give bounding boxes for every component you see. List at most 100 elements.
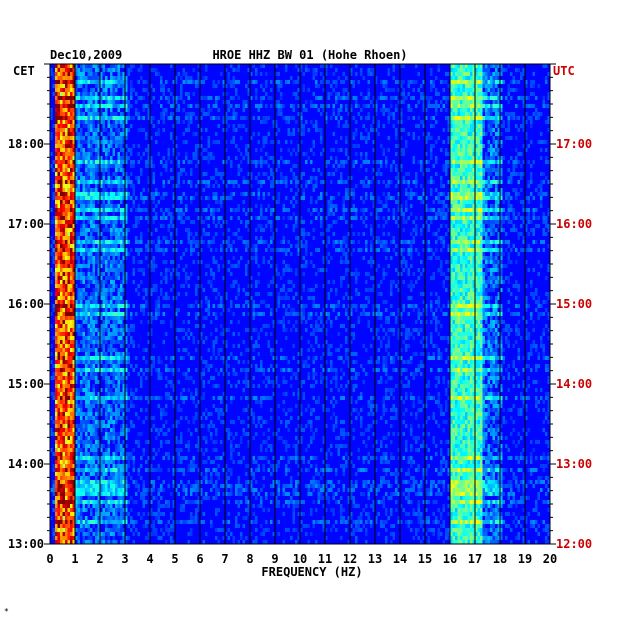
heatmap-cell [67, 116, 70, 120]
heatmap-cell [532, 216, 535, 220]
heatmap-cell [105, 180, 108, 184]
heatmap-cell [335, 68, 338, 72]
heatmap-cell [367, 160, 370, 164]
heatmap-cell [55, 228, 58, 232]
heatmap-cell [82, 252, 85, 256]
heatmap-cell [55, 200, 58, 204]
heatmap-cell [102, 68, 105, 72]
heatmap-cell [160, 272, 163, 276]
heatmap-cell [360, 248, 363, 252]
heatmap-cell [465, 164, 468, 168]
heatmap-cell [105, 240, 108, 244]
heatmap-cell [70, 112, 73, 116]
heatmap-cell [105, 264, 108, 268]
heatmap-cell [432, 84, 435, 88]
heatmap-cell [92, 248, 95, 252]
heatmap-cell [85, 120, 88, 124]
heatmap-cell [397, 120, 400, 124]
heatmap-cell [407, 172, 410, 176]
heatmap-cell [460, 248, 463, 252]
heatmap-cell [115, 120, 118, 124]
heatmap-cell [290, 280, 293, 284]
heatmap-cell [55, 68, 58, 72]
heatmap-cell [470, 152, 473, 156]
heatmap-cell [462, 144, 465, 148]
heatmap-cell [72, 80, 75, 84]
heatmap-cell [125, 96, 128, 100]
heatmap-cell [362, 136, 365, 140]
heatmap-cell [472, 192, 475, 196]
heatmap-cell [327, 224, 330, 228]
heatmap-cell [75, 196, 78, 200]
heatmap-cell [55, 272, 58, 276]
heatmap-cell [340, 164, 343, 168]
heatmap-cell [392, 208, 395, 212]
heatmap-cell [487, 240, 490, 244]
heatmap-cell [375, 240, 378, 244]
heatmap-cell [510, 176, 513, 180]
heatmap-cell [245, 244, 248, 248]
heatmap-cell [295, 224, 298, 228]
heatmap-cell [177, 208, 180, 212]
heatmap-cell [500, 264, 503, 268]
heatmap-cell [457, 216, 460, 220]
heatmap-cell [545, 64, 548, 68]
heatmap-cell [475, 212, 478, 216]
heatmap-cell [470, 196, 473, 200]
heatmap-cell [450, 208, 453, 212]
heatmap-cell [472, 240, 475, 244]
heatmap-cell [470, 76, 473, 80]
heatmap-cell [460, 152, 463, 156]
heatmap-cell [112, 256, 115, 260]
heatmap-cell [90, 256, 93, 260]
heatmap-cell [107, 284, 110, 288]
heatmap-cell [440, 272, 443, 276]
heatmap-cell [202, 108, 205, 112]
heatmap-cell [345, 192, 348, 196]
heatmap-cell [62, 200, 65, 204]
heatmap-cell [467, 280, 470, 284]
heatmap-cell [507, 180, 510, 184]
heatmap-cell [312, 176, 315, 180]
heatmap-cell [515, 260, 518, 264]
heatmap-cell [450, 100, 453, 104]
heatmap-cell [342, 200, 345, 204]
heatmap-cell [322, 88, 325, 92]
heatmap-cell [465, 240, 468, 244]
heatmap-cell [452, 168, 455, 172]
heatmap-cell [437, 68, 440, 72]
heatmap-cell [280, 176, 283, 180]
heatmap-cell [90, 280, 93, 284]
heatmap-cell [540, 184, 543, 188]
heatmap-cell [65, 120, 68, 124]
heatmap-cell [545, 104, 548, 108]
heatmap-cell [397, 200, 400, 204]
heatmap-cell [485, 80, 488, 84]
heatmap-cell [390, 280, 393, 284]
heatmap-cell [485, 208, 488, 212]
heatmap-cell [162, 216, 165, 220]
heatmap-cell [320, 192, 323, 196]
heatmap-cell [257, 196, 260, 200]
heatmap-cell [487, 96, 490, 100]
heatmap-cell [90, 200, 93, 204]
heatmap-cell [410, 284, 413, 288]
heatmap-cell [195, 116, 198, 120]
heatmap-cell [397, 280, 400, 284]
heatmap-cell [330, 208, 333, 212]
heatmap-cell [80, 248, 83, 252]
heatmap-cell [232, 208, 235, 212]
heatmap-cell [72, 64, 75, 68]
heatmap-cell [345, 240, 348, 244]
heatmap-cell [390, 180, 393, 184]
heatmap-cell [210, 96, 213, 100]
heatmap-cell [137, 116, 140, 120]
heatmap-cell [77, 168, 80, 172]
heatmap-cell [77, 272, 80, 276]
heatmap-cell [182, 268, 185, 272]
heatmap-cell [102, 180, 105, 184]
heatmap-cell [120, 160, 123, 164]
heatmap-cell [450, 144, 453, 148]
heatmap-cell [382, 268, 385, 272]
heatmap-cell [230, 248, 233, 252]
